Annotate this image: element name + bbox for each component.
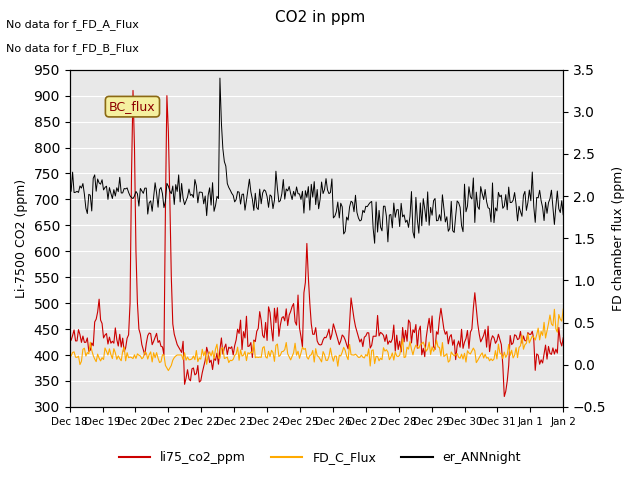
- Y-axis label: Li-7500 CO2 (ppm): Li-7500 CO2 (ppm): [15, 179, 28, 298]
- Y-axis label: FD chamber flux (ppm): FD chamber flux (ppm): [612, 166, 625, 311]
- Text: No data for f_FD_A_Flux: No data for f_FD_A_Flux: [6, 19, 140, 30]
- Text: CO2 in ppm: CO2 in ppm: [275, 10, 365, 24]
- Legend: li75_co2_ppm, FD_C_Flux, er_ANNnight: li75_co2_ppm, FD_C_Flux, er_ANNnight: [114, 446, 526, 469]
- Text: No data for f_FD_B_Flux: No data for f_FD_B_Flux: [6, 43, 140, 54]
- Text: BC_flux: BC_flux: [109, 100, 156, 113]
